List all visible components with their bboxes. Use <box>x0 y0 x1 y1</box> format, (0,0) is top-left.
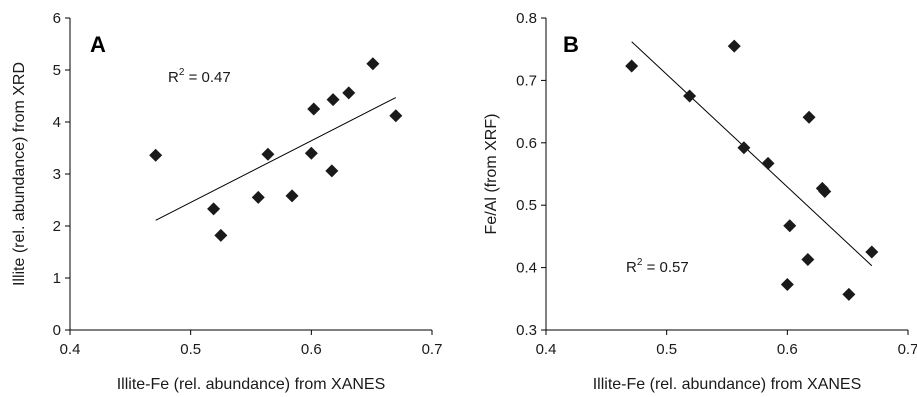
panel-a-data-point <box>307 102 321 116</box>
panel-b-y-tick-label: 0.5 <box>516 197 537 214</box>
panel-b-r-squared-label: R2 = 0.57 <box>626 257 689 276</box>
panel-a-r-squared-base: R <box>168 69 179 86</box>
panel-a-r-squared-label: R2 = 0.47 <box>168 67 231 86</box>
panel-a-y-tick-label: 3 <box>53 166 61 183</box>
panel-b-data-point <box>780 277 794 291</box>
panel-a-x-tick-label: 0.6 <box>301 341 322 358</box>
panel-a-y-tick-label: 2 <box>53 218 61 235</box>
panel-a-data-point <box>285 189 299 203</box>
panel-b-data-point <box>727 39 741 53</box>
panel-b-data-point <box>783 219 797 233</box>
panel-b-trendline <box>631 41 873 267</box>
panel-b-data-point <box>865 245 879 259</box>
panel-a-data-point <box>342 86 356 100</box>
panel-a-panel-label: A <box>90 32 106 57</box>
panel-b-data-point <box>683 89 697 103</box>
panel-b-x-tick-label: 0.6 <box>777 341 798 358</box>
panel-b-y-axis-title: Fe/Al (from XRF) <box>483 114 500 235</box>
panel-a-r-squared-value: = 0.47 <box>184 69 230 86</box>
panel-a-data-point <box>261 147 275 161</box>
panel-b-y-tick-label: 0.8 <box>516 10 537 27</box>
panel-b-data-point <box>802 110 816 124</box>
panel-b-data-point <box>818 184 832 198</box>
panel-a-x-tick-label: 0.5 <box>180 341 201 358</box>
panel-a-x-tick-label: 0.7 <box>422 341 443 358</box>
panel-a-data-point <box>326 93 340 107</box>
panel-b-y-tick-label: 0.4 <box>516 260 537 277</box>
panel-b-data-point <box>761 156 775 170</box>
panel-a-data-point <box>251 190 265 204</box>
panel-b-chart: 0.3 0.4 0.5 0.6 0.7 0.8 0.4 0.5 0.6 0.7 Illite-Fe … <box>483 10 917 393</box>
panel-b-r-squared-exponent: 2 <box>637 257 643 268</box>
panel-b-x-tick-label: 0.7 <box>898 341 917 358</box>
panel-b-x-tick-label: 0.4 <box>536 341 557 358</box>
panel-a-data-point <box>149 148 163 162</box>
panel-b-data-point <box>625 59 639 73</box>
panel-a-data-point <box>304 146 318 160</box>
panel-b-x-axis-title: Illite-Fe (rel. abundance) from XANES <box>593 376 862 393</box>
panel-a-data-point <box>389 109 403 123</box>
panel-b-data-point <box>842 287 856 301</box>
panel-a-y-tick-label: 5 <box>53 62 61 79</box>
panel-a-x-axis-title: Illite-Fe (rel. abundance) from XANES <box>117 376 386 393</box>
panel-a-y-axis-title: Illite (rel. abundance) from XRD <box>11 62 28 286</box>
panel-b-x-tick-label: 0.5 <box>656 341 677 358</box>
panel-a-data-point <box>214 228 228 242</box>
panel-a-y-tick-label: 4 <box>53 114 61 131</box>
panel-b-y-tick-label: 0.7 <box>516 72 537 89</box>
panel-a-data-point <box>325 164 339 178</box>
panel-a-x-tick-label: 0.4 <box>60 341 81 358</box>
panel-a-r-squared-exponent: 2 <box>179 67 185 78</box>
panel-b-data-point <box>801 252 815 266</box>
panel-a-y-tick-label: 6 <box>53 10 61 27</box>
panel-a-y-tick-label: 0 <box>53 322 61 339</box>
panel-b-panel-label: B <box>563 32 579 57</box>
panel-b-y-tick-label: 0.6 <box>516 135 537 152</box>
panel-b-data-point <box>737 141 751 155</box>
panel-a-trendline <box>155 97 397 221</box>
panel-a-y-tick-label: 1 <box>53 270 61 287</box>
panel-a-data-point <box>207 202 221 216</box>
panel-b-y-tick-label: 0.3 <box>516 322 537 339</box>
panel-b-r-squared-value: = 0.57 <box>642 259 688 276</box>
panel-a-data-point <box>366 57 380 71</box>
panel-b-r-squared-base: R <box>626 259 637 276</box>
panel-a-chart: 0 1 2 3 4 5 6 0.4 0.5 0.6 0.7 Illite-Fe (rel. abund… <box>11 10 442 393</box>
